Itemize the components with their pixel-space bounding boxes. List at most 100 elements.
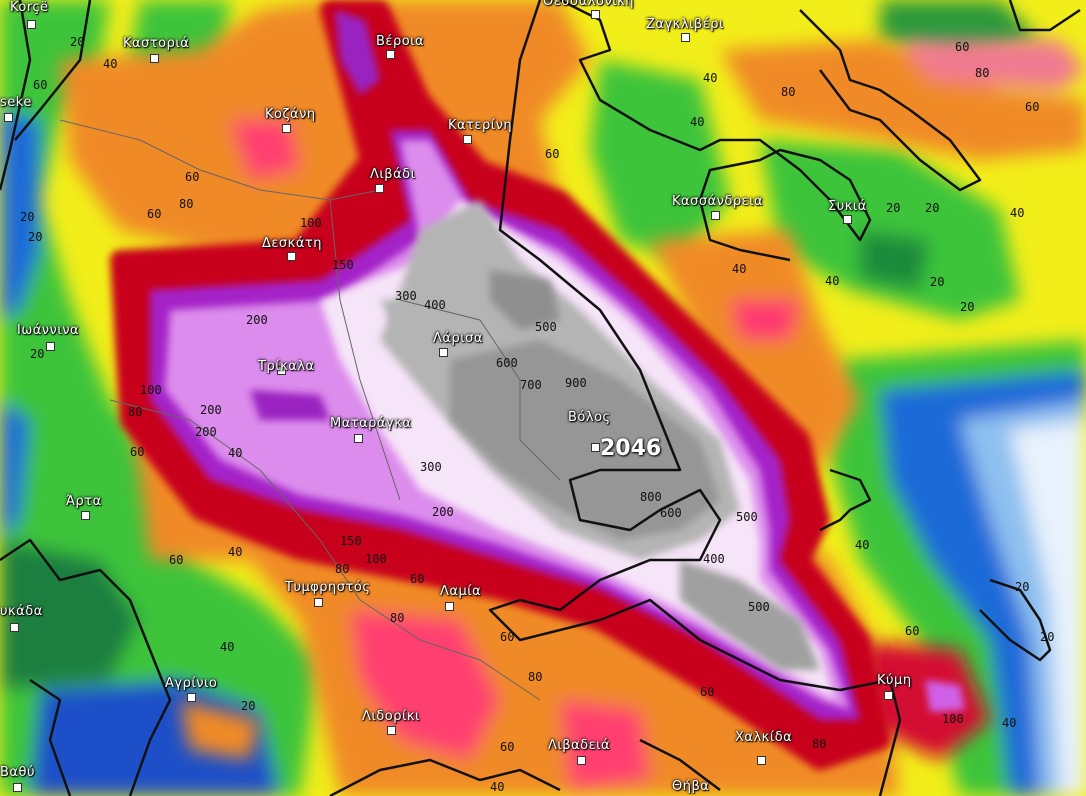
city-marker [445, 602, 454, 611]
contour-label: 80 [179, 197, 194, 211]
peak-value-label: 2046 [600, 436, 662, 461]
contour-label: 200 [246, 313, 268, 327]
city-label-lamia: Λαμία [440, 584, 482, 599]
contour-label: 60 [33, 78, 48, 92]
city-label-agrinio: Αγρίνιο [165, 676, 218, 691]
contour-label: 300 [395, 289, 417, 303]
city-marker [287, 252, 296, 261]
city-label-kastoria: Καστοριά [123, 36, 190, 51]
city-marker [681, 33, 690, 42]
contour-label: 80 [128, 405, 143, 419]
city-marker [277, 366, 286, 375]
contour-label: 150 [340, 534, 362, 548]
city-label-zagkliveri: Ζαγκλιβέρι [646, 17, 724, 32]
city-marker [46, 342, 55, 351]
city-label-ioannina: Ιωάννινα [17, 323, 80, 338]
contour-label: 40 [1010, 206, 1025, 220]
city-marker [81, 511, 90, 520]
precip-core [110, 0, 965, 770]
city-label-thessaloniki: Θεσσαλονίκη [543, 0, 635, 9]
city-label-veroia: Βέροια [376, 34, 425, 49]
city-label-volos: Βόλος [568, 410, 611, 425]
contour-label: 80 [781, 85, 796, 99]
contour-label: 300 [420, 460, 442, 474]
contour-label: 200 [200, 403, 222, 417]
contour-label: 20 [925, 201, 940, 215]
city-marker [884, 691, 893, 700]
contour-label: 40 [1002, 716, 1017, 730]
city-marker [463, 135, 472, 144]
city-marker [354, 434, 363, 443]
contour-label: 600 [496, 356, 518, 370]
contour-label: 40 [855, 538, 870, 552]
contour-label: 100 [365, 552, 387, 566]
city-marker [314, 598, 323, 607]
city-label-seke: seke [0, 95, 32, 110]
contour-label: 200 [432, 505, 454, 519]
city-label-kassandreia: Κασσάνδρεια [672, 194, 764, 209]
contour-label: 100 [942, 712, 964, 726]
city-label-lidoriki: Λιδορίκι [362, 709, 420, 724]
city-marker [387, 726, 396, 735]
contour-label: 80 [390, 611, 405, 625]
contour-label: 40 [103, 57, 118, 71]
contour-label: 40 [732, 262, 747, 276]
contour-label: 60 [169, 553, 184, 567]
contour-label: 80 [335, 562, 350, 576]
contour-label: 60 [147, 207, 162, 221]
contour-label: 60 [955, 40, 970, 54]
contour-label: 400 [424, 298, 446, 312]
contour-label: 20 [1040, 630, 1055, 644]
city-marker [386, 50, 395, 59]
city-marker [4, 113, 13, 122]
contour-label: 40 [703, 71, 718, 85]
city-label-tymfristos: Τυμφρηστός [285, 580, 371, 595]
contour-label: 20 [70, 35, 85, 49]
city-label-thiva: Θήβα [672, 779, 710, 794]
contour-label: 80 [975, 66, 990, 80]
city-marker [591, 443, 600, 452]
city-label-kozani: Κοζάνη [265, 107, 316, 122]
contour-label: 150 [332, 258, 354, 272]
contour-label: 60 [130, 445, 145, 459]
city-marker [375, 184, 384, 193]
city-label-livadi: Λιβάδι [370, 167, 416, 182]
city-marker [843, 215, 852, 224]
contour-label: 500 [736, 510, 758, 524]
contour-label: 60 [1025, 100, 1040, 114]
contour-label: 20 [1015, 580, 1030, 594]
city-label-deskati: Δεσκάτη [262, 236, 322, 251]
city-label-kymi: Κύμη [877, 673, 912, 688]
contour-label: 800 [640, 490, 662, 504]
city-label-livadeia: Λιβαδειά [548, 738, 611, 753]
contour-label: 20 [28, 230, 43, 244]
contour-label: 20 [886, 201, 901, 215]
contour-label: 200 [195, 425, 217, 439]
contour-label: 60 [700, 685, 715, 699]
city-marker [10, 623, 19, 632]
contour-label: 20 [930, 275, 945, 289]
contour-label: 20 [960, 300, 975, 314]
city-marker [711, 211, 720, 220]
contour-label: 40 [690, 115, 705, 129]
city-label-arta: Άρτα [66, 494, 102, 509]
contour-label: 40 [490, 780, 505, 794]
city-label-larisa: Λάρισα [433, 331, 483, 346]
city-label-trikala: Τρίκαλα [258, 359, 315, 374]
contour-label: 40 [228, 545, 243, 559]
city-marker [27, 20, 36, 29]
city-label-mataragka: Ματαράγκα [330, 416, 412, 431]
city-label-katerini: Κατερίνη [448, 118, 513, 133]
city-marker [591, 10, 600, 19]
contour-label: 40 [228, 446, 243, 460]
contour-label: 500 [748, 600, 770, 614]
contour-label: 40 [825, 274, 840, 288]
contour-label: 40 [220, 640, 235, 654]
contour-label: 600 [660, 506, 682, 520]
contour-label: 60 [410, 572, 425, 586]
city-marker [150, 54, 159, 63]
city-marker [187, 693, 196, 702]
